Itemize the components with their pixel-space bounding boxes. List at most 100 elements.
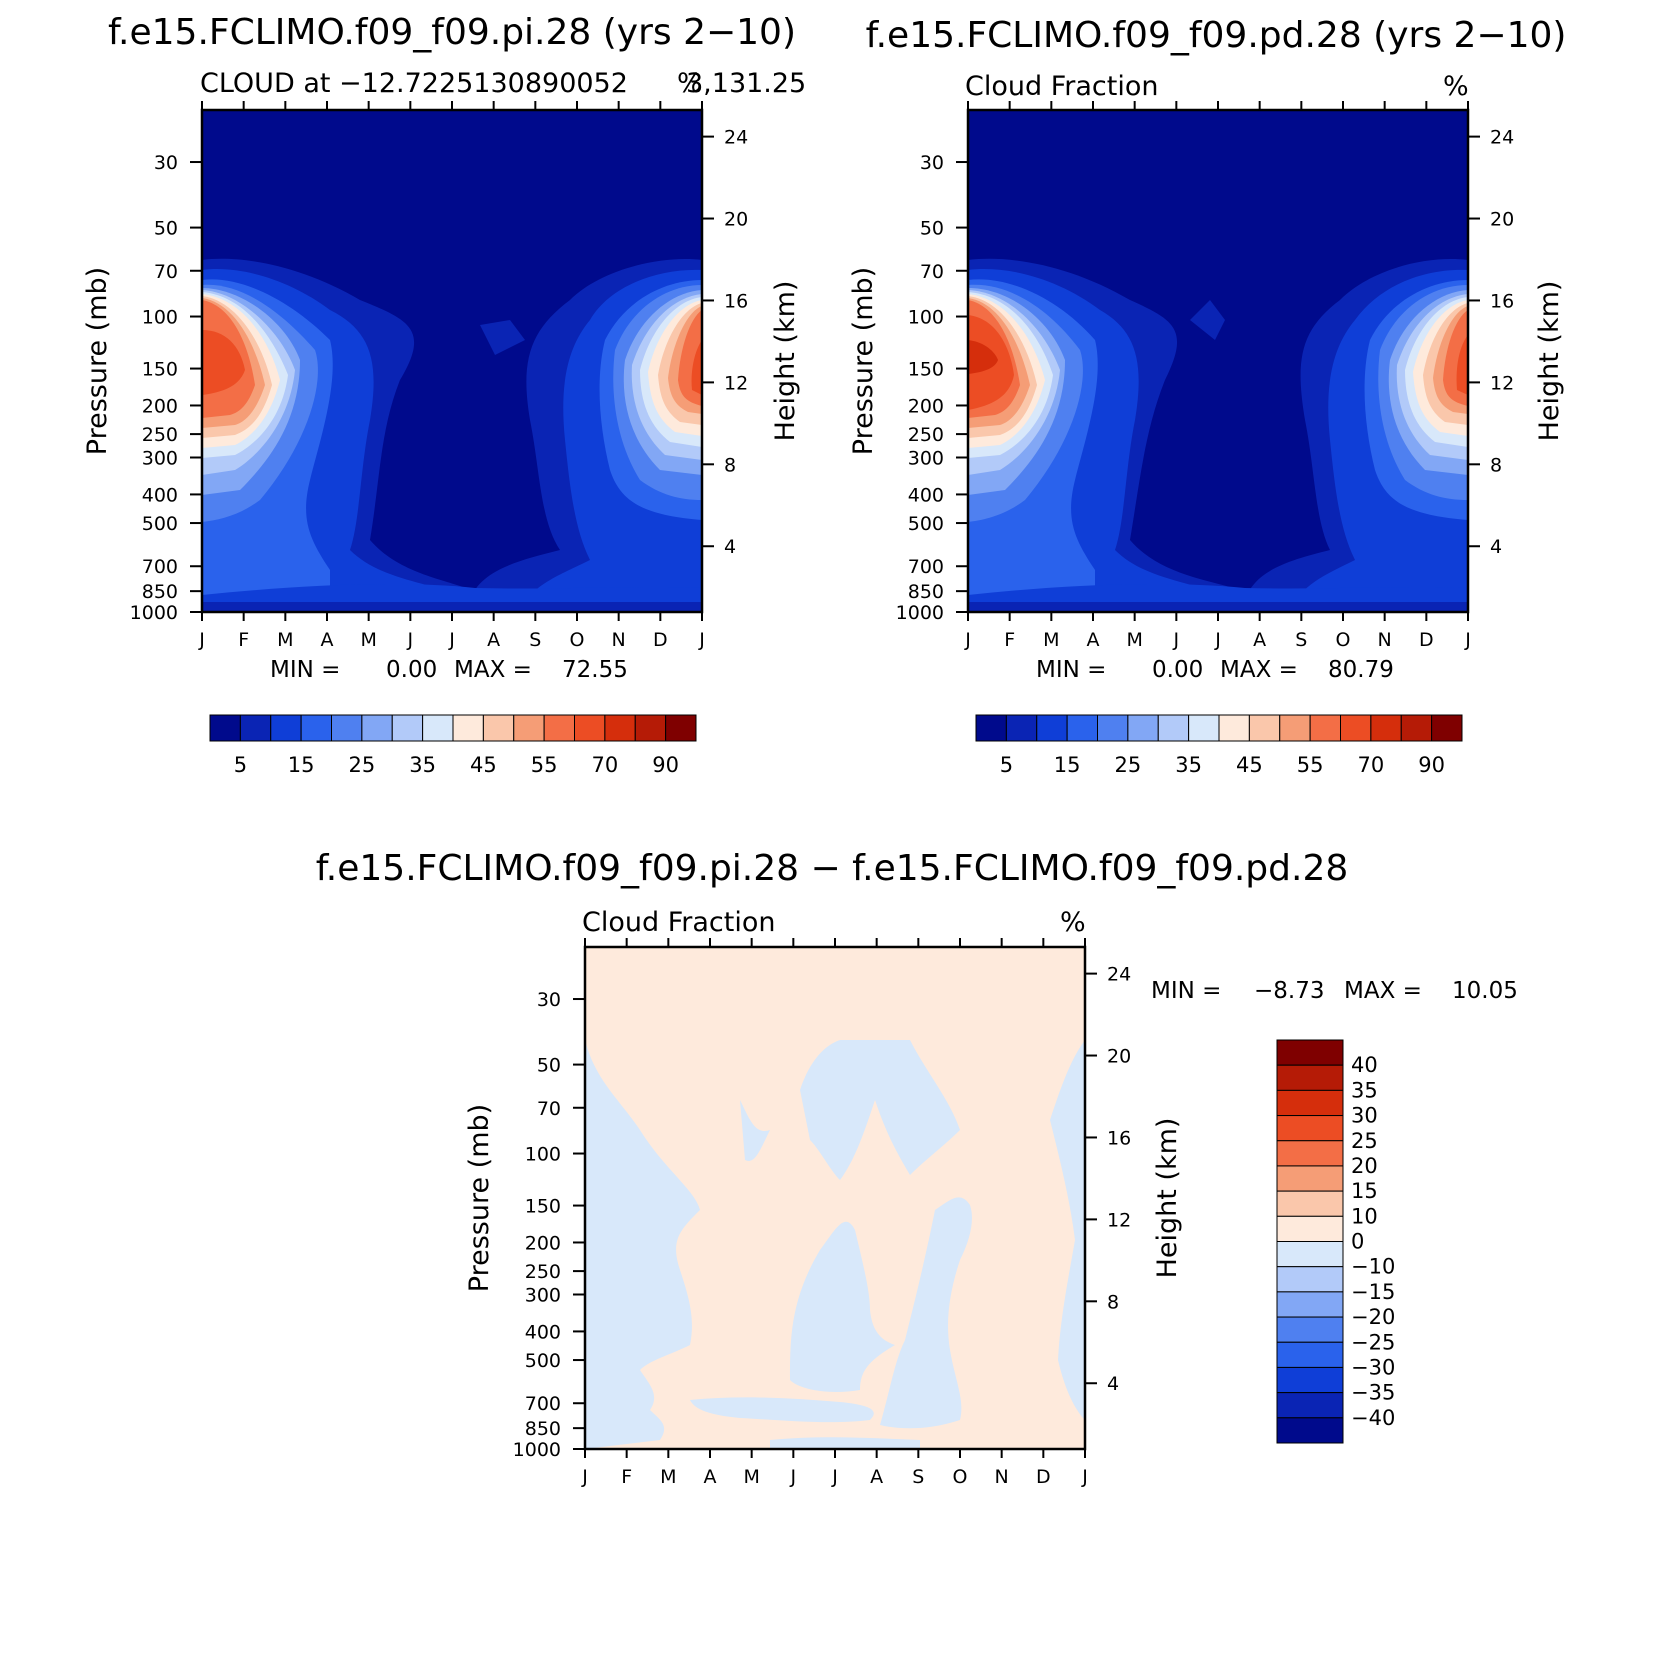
- y-tick-label: 1000: [896, 602, 944, 624]
- y-tick-label: 30: [154, 152, 178, 174]
- contour-fill-neg-right-edge: [1050, 1040, 1085, 1420]
- colorbar-label: 55: [531, 753, 558, 777]
- colorbar-swatch: [209, 714, 241, 742]
- y-tick-label: 400: [908, 484, 944, 506]
- panel-diff-subtitle: Cloud Fraction: [582, 907, 775, 938]
- colorbar-label: 40: [1351, 1053, 1378, 1077]
- x-tick-label: O: [953, 1466, 968, 1488]
- y-tick-label: 100: [525, 1144, 561, 1166]
- y-tick-label: 200: [142, 395, 178, 417]
- x-tick-label: M: [743, 1466, 759, 1488]
- colorbar-swatch: [300, 714, 332, 742]
- y-tick-label: 250: [142, 424, 178, 446]
- x-tick-label: J: [1214, 629, 1221, 651]
- colorbar-swatch: [1276, 1291, 1344, 1318]
- contour-fill-60-70-right: [691, 340, 702, 395]
- colorbar-label: 20: [1351, 1154, 1378, 1178]
- y-tick-label: 700: [142, 556, 178, 578]
- y-tick-label: 70: [537, 1098, 561, 1120]
- panel-pd-min-label: MIN =: [1036, 657, 1106, 683]
- y-tick-label: 300: [142, 448, 178, 470]
- colorbar-label: 10: [1351, 1204, 1378, 1228]
- height-tick-label: 20: [1107, 1046, 1131, 1068]
- contour-fill-small-feature: [480, 320, 525, 355]
- colorbar-swatch: [1276, 1417, 1344, 1444]
- height-tick-label: 20: [724, 209, 748, 231]
- colorbar-label: 0: [1351, 1230, 1364, 1254]
- contour-fill-70-80: [968, 340, 998, 374]
- colorbar-label: 35: [1351, 1078, 1378, 1102]
- panel-diff-ylabel-right: Height (km): [1152, 1118, 1183, 1279]
- y-tick-label: 200: [908, 395, 944, 417]
- panel-pd-max-label: MAX =: [1220, 657, 1298, 683]
- colorbar-swatch: [1276, 1089, 1344, 1117]
- y-tick-label: 500: [908, 513, 944, 535]
- panel-pd-max-value: 80.79: [1328, 657, 1394, 683]
- y-tick-label: 250: [525, 1261, 561, 1283]
- height-tick-label: 16: [1490, 290, 1514, 312]
- colorbar-swatch: [513, 714, 545, 742]
- x-tick-label: J: [831, 1466, 838, 1488]
- x-tick-label: M: [1043, 629, 1059, 651]
- colorbar-label: 5: [234, 753, 247, 777]
- colorbar-label: 15: [1351, 1179, 1378, 1203]
- x-tick-label: J: [448, 629, 455, 651]
- y-tick-label: 70: [920, 261, 944, 283]
- colorbar-swatch: [634, 714, 667, 742]
- height-tick-label: 16: [1107, 1127, 1131, 1149]
- panel-pd-ylabel: Pressure (mb): [848, 267, 879, 455]
- colorbar-label: 25: [1115, 753, 1142, 777]
- y-tick-label: 500: [525, 1350, 561, 1372]
- x-tick-label: M: [660, 1466, 676, 1488]
- x-tick-label: J: [1173, 629, 1180, 651]
- x-tick-label: J: [790, 1466, 797, 1488]
- y-tick-label: 500: [142, 513, 178, 535]
- y-tick-label: 50: [154, 218, 178, 240]
- panel-pi-contours: [202, 110, 702, 612]
- colorbar-swatch: [391, 714, 424, 742]
- y-tick-label: 300: [525, 1285, 561, 1307]
- colorbar-swatch: [1066, 714, 1098, 742]
- y-tick-label: 250: [908, 424, 944, 446]
- panel-diff-min-value: −8.73: [1254, 978, 1324, 1004]
- colorbar-swatch: [270, 714, 302, 742]
- x-tick-label: O: [570, 629, 585, 651]
- x-tick-label: J: [581, 1466, 588, 1488]
- panel-diff-title: f.e15.FCLIMO.f09_f09.pi.28 − f.e15.FCLIM…: [316, 848, 1349, 889]
- colorbar-swatch: [331, 714, 363, 742]
- colorbar-label: 35: [1175, 753, 1202, 777]
- x-tick-label: M: [1126, 629, 1142, 651]
- x-tick-label: O: [1336, 629, 1351, 651]
- y-tick-label: 1000: [130, 602, 178, 624]
- colorbar-label: 70: [592, 753, 619, 777]
- x-tick-label: D: [1419, 629, 1434, 651]
- colorbar-label: 15: [1054, 753, 1081, 777]
- colorbar-swatch: [1340, 714, 1372, 742]
- colorbar-swatch: [452, 714, 484, 742]
- height-tick-label: 20: [1490, 209, 1514, 231]
- panel-pi-colorbar: 5 15 25 35 45 55 70 90: [209, 714, 697, 777]
- colorbar-label: −15: [1351, 1280, 1395, 1304]
- x-tick-label: J: [964, 629, 971, 651]
- colorbar-swatch: [1276, 1215, 1344, 1242]
- height-tick-label: 8: [724, 454, 736, 476]
- colorbar-swatch: [1400, 714, 1433, 742]
- colorbar-swatch: [975, 714, 1007, 742]
- x-tick-label: F: [238, 629, 249, 651]
- height-tick-label: 24: [1107, 964, 1131, 986]
- y-tick-label: 700: [908, 556, 944, 578]
- x-tick-label: A: [321, 629, 334, 651]
- y-tick-label: 850: [525, 1418, 561, 1440]
- contour-fill-lowlevel-band-2: [968, 602, 1468, 612]
- x-tick-label: M: [277, 629, 293, 651]
- panel-diff-max-label: MAX =: [1344, 978, 1422, 1004]
- colorbar-label: 30: [1351, 1104, 1378, 1128]
- panel-pd-subtitle: Cloud Fraction: [965, 71, 1158, 102]
- contour-fill-lowlevel-band-2: [202, 602, 702, 612]
- x-tick-label: J: [698, 629, 705, 651]
- colorbar-swatch: [1279, 714, 1311, 742]
- colorbar-swatch: [1036, 714, 1068, 742]
